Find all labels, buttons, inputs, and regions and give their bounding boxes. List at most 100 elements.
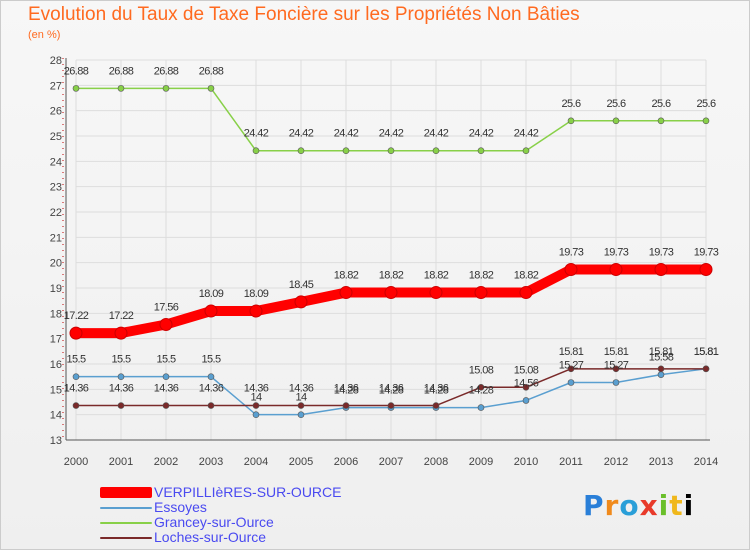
data-point	[297, 147, 305, 154]
data-labels: 26.88 26.88 26.88 26.88 24.42 24.42 24.42 24.42…	[64, 65, 720, 404]
legend-item: Grancey-sur-Ource	[100, 515, 342, 530]
data-label: 14.36	[379, 383, 404, 395]
data-label: 24.42	[244, 128, 269, 140]
legend-item: Loches-sur-Ource	[100, 530, 342, 545]
x-tick-label: 2000	[64, 456, 88, 468]
data-label: 25.6	[606, 98, 625, 110]
data-label: 15.5	[201, 354, 220, 366]
data-label: 26.88	[109, 65, 134, 77]
chart-subtitle: (en %)	[28, 29, 61, 41]
data-label: 19.73	[649, 247, 674, 259]
data-point	[612, 379, 620, 386]
data-point	[567, 117, 575, 125]
data-point	[207, 402, 215, 409]
legend-item: Essoyes	[100, 500, 342, 515]
data-point	[69, 326, 83, 340]
data-label: 19.73	[604, 247, 629, 259]
legend-swatch-2	[100, 521, 152, 524]
y-tick-label: 16	[50, 359, 62, 371]
data-label: 19.73	[559, 247, 584, 259]
data-label: 14.36	[424, 383, 449, 395]
y-tick-label: 23	[50, 182, 62, 194]
data-label: 14.28	[334, 385, 359, 397]
data-label: 18.45	[289, 279, 314, 291]
x-tick-label: 2013	[649, 456, 673, 468]
y-tick-label: 20	[50, 258, 62, 270]
data-label: 14.36	[199, 383, 224, 395]
data-point	[204, 304, 218, 318]
data-point	[657, 117, 665, 125]
data-label: 24.42	[334, 128, 359, 140]
y-tick-label: 17	[50, 334, 62, 346]
data-point	[297, 402, 305, 409]
data-label: 18.82	[469, 270, 494, 282]
data-label: 15.5	[156, 354, 175, 366]
data-point	[654, 263, 668, 277]
x-tick-label: 2006	[334, 456, 358, 468]
data-label: 14.56	[514, 377, 539, 389]
x-tick-label: 2003	[199, 456, 223, 468]
data-label: 14.28	[379, 385, 404, 397]
data-label: 14.36	[334, 383, 359, 395]
data-point	[339, 286, 353, 300]
data-label: 26.88	[154, 65, 179, 77]
data-point	[477, 404, 485, 411]
data-point	[252, 147, 260, 154]
data-label: 15.81	[649, 346, 674, 358]
x-tick-label: 2009	[469, 456, 493, 468]
data-point	[72, 373, 80, 380]
y-tick-label: 21	[50, 232, 62, 244]
data-point	[477, 147, 485, 154]
legend-swatch-3	[100, 536, 152, 539]
data-point	[522, 397, 530, 404]
data-label: 14.36	[64, 383, 89, 395]
x-tick-label: 2001	[109, 456, 133, 468]
data-label: 24.42	[379, 128, 404, 140]
data-point	[609, 263, 623, 277]
data-point	[702, 365, 710, 373]
y-tick-label: 15	[50, 384, 62, 396]
data-point	[162, 402, 170, 409]
data-label: 24.42	[469, 128, 494, 140]
data-label: 14.36	[154, 383, 179, 395]
data-label: 18.82	[514, 270, 539, 282]
data-label: 18.09	[244, 288, 269, 300]
data-point	[252, 411, 260, 418]
axes: 13 14 15 16 17 18 19 20 21 22 23 24 25 26 27 28 2000 2001…	[50, 55, 718, 468]
data-point	[117, 373, 125, 380]
x-tick-label: 2014	[694, 456, 718, 468]
y-tick-label: 14	[50, 410, 62, 422]
data-label: 15.81	[694, 346, 719, 358]
data-label: 19.73	[694, 247, 719, 259]
data-point	[567, 379, 575, 386]
data-label: 15.08	[469, 364, 494, 376]
data-label: 14	[295, 392, 307, 404]
data-point	[294, 295, 308, 309]
data-label: 25.6	[651, 98, 670, 110]
data-label: 24.42	[424, 128, 449, 140]
data-label: 15.08	[514, 364, 539, 376]
data-point	[114, 326, 128, 340]
data-point	[567, 365, 575, 373]
y-tick-label: 25	[50, 131, 62, 143]
data-label: 26.88	[64, 65, 89, 77]
data-label: 18.82	[424, 270, 449, 282]
data-point	[612, 365, 620, 373]
data-label: 26.88	[199, 65, 224, 77]
data-label: 18.82	[379, 270, 404, 282]
data-point	[159, 317, 173, 331]
legend-item: VERPILLIèRES-SUR-OURCE	[100, 485, 342, 500]
data-point	[384, 286, 398, 300]
x-tick-label: 2011	[559, 456, 583, 468]
data-point	[249, 304, 263, 318]
data-point	[699, 263, 713, 277]
data-point	[387, 402, 395, 409]
data-point	[207, 85, 215, 92]
data-label: 25.6	[561, 98, 580, 110]
data-label: 15.27	[559, 359, 584, 371]
legend-label: Essoyes	[154, 499, 207, 515]
y-tick-label: 13	[50, 435, 62, 447]
data-point	[657, 371, 665, 378]
data-point	[297, 411, 305, 418]
